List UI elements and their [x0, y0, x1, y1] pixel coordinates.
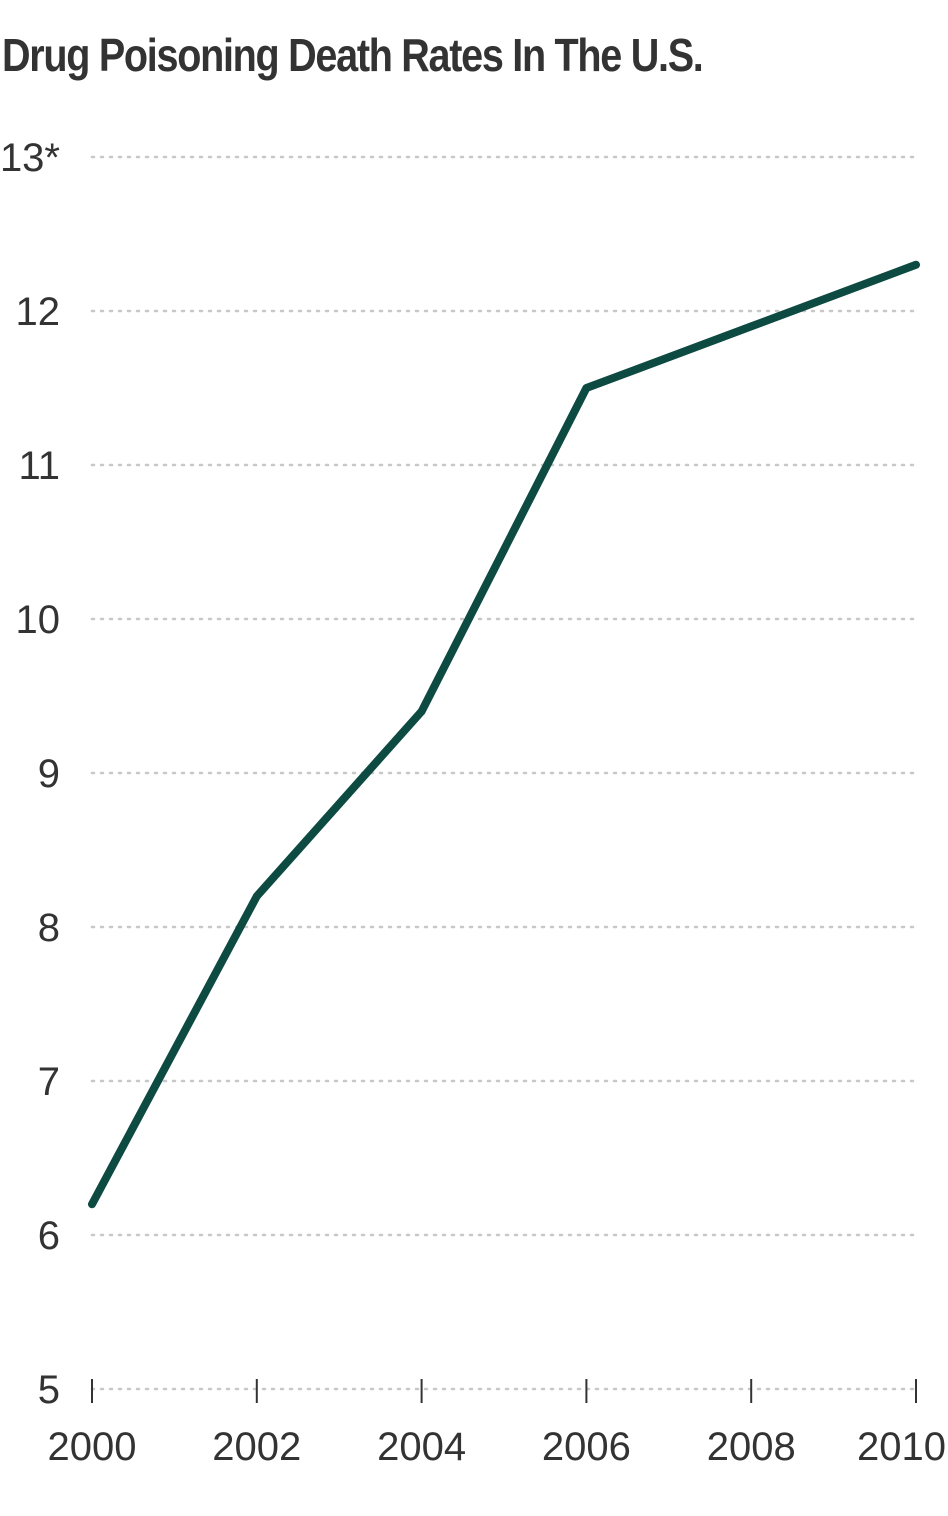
y-tick-label: 11 [18, 444, 60, 488]
x-tick-label: 2002 [212, 1425, 301, 1469]
data-point-2008 [750, 325, 752, 327]
data-point-2000 [91, 1203, 93, 1205]
y-axis-tick-labels: 5 6 7 8 9 10 11 12 13* [0, 136, 60, 1412]
y-tick-label: 13* [0, 136, 60, 180]
data-point-2002 [256, 895, 258, 897]
x-tick-label: 2010 [857, 1425, 946, 1469]
x-tick-label: 2004 [377, 1425, 466, 1469]
y-tick-label: 10 [16, 598, 61, 642]
x-tick-label: 2000 [48, 1425, 137, 1469]
data-point-2004 [421, 710, 423, 712]
series-line [88, 260, 920, 1209]
series-layer [88, 260, 920, 1209]
x-tick-label: 2008 [707, 1425, 796, 1469]
x-axis: 2000 2002 2004 2006 2008 2010 [48, 1379, 946, 1469]
y-tick-label: 5 [38, 1368, 60, 1412]
y-tick-label: 9 [38, 752, 60, 796]
x-tick-label: 2006 [542, 1425, 631, 1469]
y-tick-label: 6 [38, 1214, 60, 1258]
grid-lines [90, 155, 918, 1391]
data-point-2010 [915, 264, 917, 266]
y-tick-label: 8 [38, 906, 60, 950]
y-tick-label: 7 [38, 1060, 60, 1104]
chart-title: Drug Poisoning Death Rates In The U.S. [2, 29, 704, 81]
y-tick-label: 12 [16, 290, 61, 334]
data-point-2006 [585, 387, 587, 389]
